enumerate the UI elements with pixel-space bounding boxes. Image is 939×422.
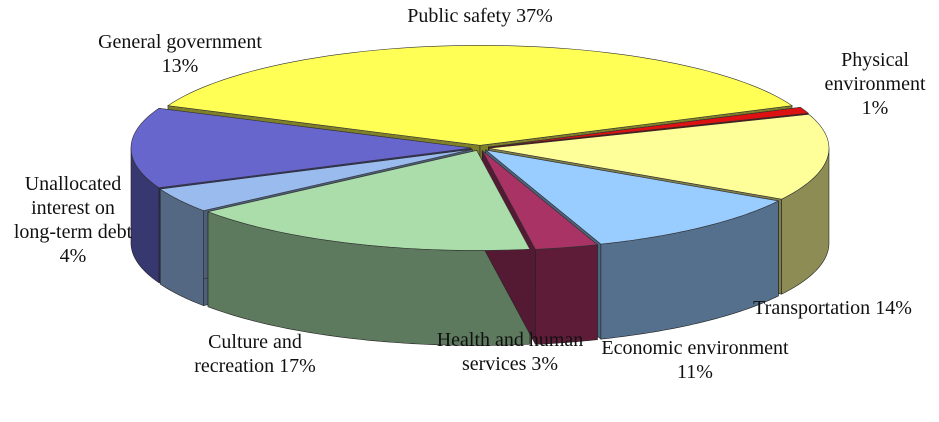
slice: [159, 149, 473, 211]
slice-label: Physical environment 1%: [810, 48, 939, 120]
category: Transportation: [753, 297, 871, 319]
slice-label: Economic environment 11%: [600, 336, 790, 384]
slice-label: Health and human services 3%: [430, 328, 590, 376]
value-label: 1%: [861, 97, 889, 119]
category: Unallocated interest on long-term debt: [13, 173, 133, 243]
slice: [488, 106, 810, 148]
value-label: 4%: [59, 245, 87, 267]
category: Public safety: [407, 5, 512, 27]
value-label: 17%: [279, 355, 316, 377]
slice: [488, 114, 830, 200]
value-label: 13%: [161, 55, 199, 77]
slice-label: Culture and recreation 17%: [175, 330, 335, 378]
category: Culture and recreation: [194, 331, 302, 377]
slice: [481, 150, 599, 250]
slice: [130, 107, 472, 189]
slice: [484, 149, 780, 245]
category: General government: [98, 31, 262, 53]
value-label: 11%: [677, 361, 713, 383]
slice-label: General government 13%: [90, 30, 270, 78]
slice-label: Public safety 37%: [360, 4, 600, 28]
value-label: 3%: [531, 353, 559, 375]
slice: [206, 150, 531, 251]
category: Physical environment: [824, 49, 926, 95]
slice-label: Transportation 14%: [750, 296, 915, 320]
value-label: 37%: [516, 5, 553, 27]
slice: [167, 45, 793, 146]
slice-label: Unallocated interest on long-term debt 4…: [8, 172, 138, 268]
category: Health and human services: [436, 329, 584, 375]
value-label: 14%: [875, 297, 912, 319]
category: Economic environment: [601, 337, 789, 359]
